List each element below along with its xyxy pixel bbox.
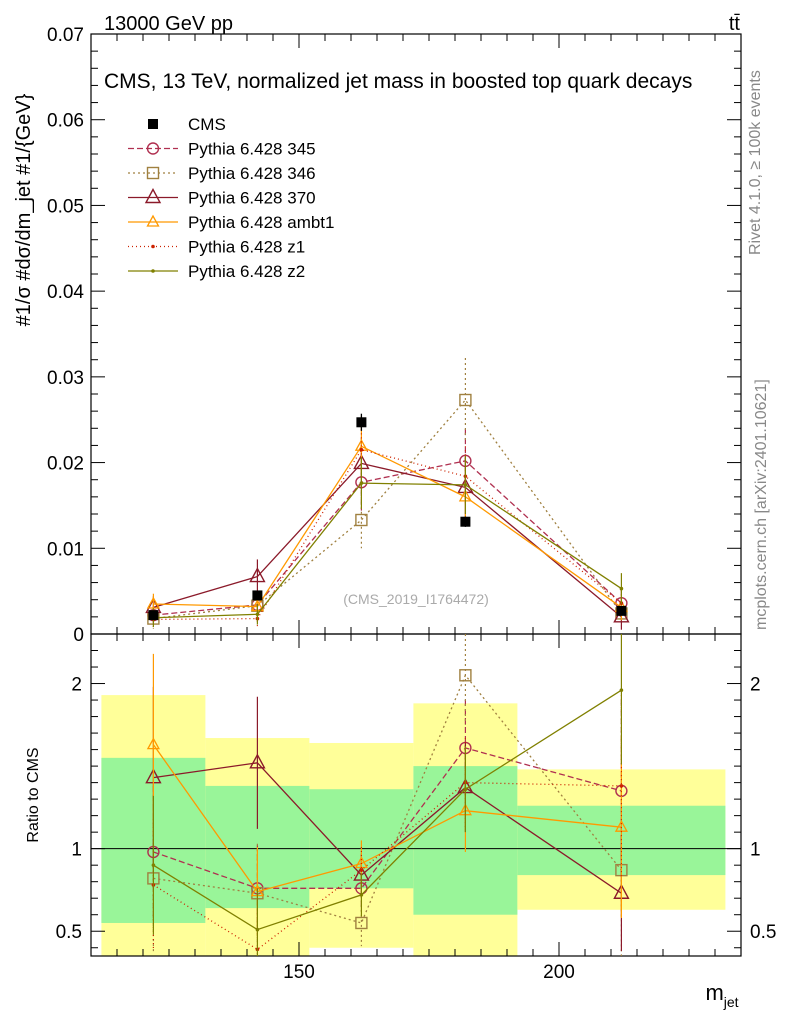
ratio-ytick-label: 2 (71, 675, 82, 696)
main-ytick-label: 0.02 (47, 454, 84, 475)
main-point-z2 (619, 586, 624, 591)
ratio-ytick-label-right: 0.5 (750, 922, 776, 943)
legend-label-p346: Pythia 6.428 346 (188, 164, 316, 183)
ratio-ylabel: Ratio to CMS (25, 747, 42, 842)
legend-marker-p345 (146, 142, 160, 155)
ratio-point-z2 (619, 688, 624, 692)
main-ylabel: #1/σ #dσ/dm_jet #1/{GeV} (13, 93, 35, 326)
ratio-xtick-label: 150 (283, 962, 315, 983)
main-line-ambt1 (153, 445, 622, 608)
ratio-point-z1 (619, 784, 624, 788)
legend-label-p345: Pythia 6.428 345 (188, 140, 316, 159)
plot-title: CMS, 13 TeV, normalized jet mass in boos… (104, 70, 692, 93)
main-ytick-label: 0.03 (47, 368, 84, 389)
legend-label-ambt1: Pythia 6.428 ambt1 (188, 213, 334, 232)
process-label: tt̄ (729, 13, 741, 35)
main-ytick-label: 0.04 (47, 282, 84, 303)
main-point-cms (252, 590, 263, 601)
main-point-z1 (359, 447, 364, 452)
ratio-panel: 150 200 0.5 0.5 1 1 2 2 (56, 633, 776, 983)
ratio-ytick-label-right: 1 (750, 840, 761, 861)
main-point-z2 (463, 483, 468, 487)
main-line-p346 (153, 398, 622, 620)
main-ytick-label: 0.01 (47, 539, 84, 560)
ratio-point-ambt1 (146, 737, 160, 750)
legend-label-z2: Pythia 6.428 z2 (188, 262, 305, 281)
ratio-point-z2 (255, 927, 260, 932)
main-ytick-label: 0.07 (47, 25, 84, 46)
main-panel: 0 0.01 0.02 0.03 0.04 0.05 0.06 0.07 (47, 25, 742, 646)
ratio-point-p370 (249, 753, 266, 769)
ratio-point-p346 (459, 669, 472, 682)
ratio-point-z2 (359, 893, 364, 897)
ratio-point-p346 (355, 916, 368, 930)
legend-label-cms: CMS (188, 115, 226, 134)
ratio-line-p345 (153, 747, 622, 889)
legend-marker-ambt1 (146, 214, 160, 227)
beam-label: 13000 GeV pp (104, 13, 233, 35)
ratio-point-z2 (463, 787, 468, 792)
main-point-z2 (359, 481, 364, 485)
legend-label-z1: Pythia 6.428 z1 (188, 238, 305, 257)
main-point-cms (460, 516, 471, 527)
main-point-cms (356, 417, 367, 428)
legend-marker-cms (148, 119, 158, 129)
ratio-ytick-label-right: 2 (750, 675, 761, 696)
source-label: mcplots.cern.ch [arXiv:2401.10621] (753, 379, 770, 630)
main-ylabel-text: #1/σ #dσ/dm_jet #1/{GeV} (13, 93, 35, 326)
legend-label-p370: Pythia 6.428 370 (188, 189, 316, 208)
xlabel-sub: jet (723, 994, 739, 1010)
legend-marker-z1 (151, 244, 155, 249)
rivet-label: Rivet 4.1.0, ≥ 100k events (747, 70, 764, 255)
main-line-z1 (153, 448, 622, 621)
ratio-line-p346 (153, 674, 622, 924)
ratio-point-z1 (359, 868, 364, 872)
legend-marker-z2 (151, 269, 155, 273)
ratio-ytick-label: 1 (71, 840, 82, 861)
ratio-xtick-label: 200 (543, 962, 575, 983)
analysis-label: (CMS_2019_I1764472) (343, 591, 489, 607)
main-point-cms (616, 605, 627, 616)
main-ytick-label: 0.05 (47, 196, 84, 217)
ratio-point-z2 (151, 863, 156, 867)
main-point-z2 (255, 612, 260, 617)
main-ytick-label: 0.06 (47, 111, 84, 132)
xlabel: mjet (705, 980, 738, 1010)
ratio-frame (90, 633, 742, 957)
main-point-ambt1 (146, 596, 160, 609)
legend-marker-p370 (144, 188, 162, 204)
main-point-cms (148, 610, 159, 621)
legend-marker-p346 (146, 166, 160, 180)
main-ytick-label: 0 (73, 625, 84, 646)
main-point-p346 (459, 393, 472, 407)
main-point-p346 (355, 513, 368, 527)
main-point-p370 (249, 567, 266, 583)
legend: CMS Pythia 6.428 345 Pythia 6.428 346 Pythi… (128, 115, 334, 281)
ratio-ytick-label: 0.5 (56, 922, 82, 943)
